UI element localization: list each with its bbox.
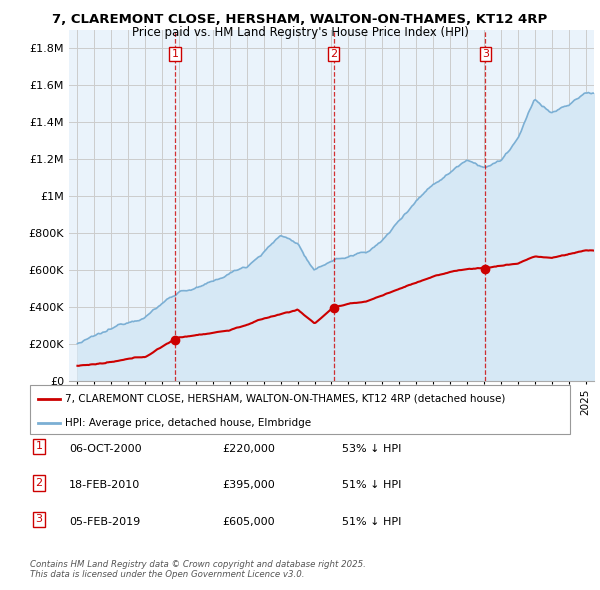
Text: £220,000: £220,000	[222, 444, 275, 454]
Text: 1: 1	[35, 441, 43, 451]
Text: 7, CLAREMONT CLOSE, HERSHAM, WALTON-ON-THAMES, KT12 4RP: 7, CLAREMONT CLOSE, HERSHAM, WALTON-ON-T…	[52, 13, 548, 26]
Text: 51% ↓ HPI: 51% ↓ HPI	[342, 480, 401, 490]
Text: 3: 3	[482, 49, 489, 59]
Text: HPI: Average price, detached house, Elmbridge: HPI: Average price, detached house, Elmb…	[65, 418, 311, 428]
Text: 05-FEB-2019: 05-FEB-2019	[69, 517, 140, 527]
Text: Contains HM Land Registry data © Crown copyright and database right 2025.
This d: Contains HM Land Registry data © Crown c…	[30, 560, 366, 579]
Text: 1: 1	[172, 49, 179, 59]
Text: 3: 3	[35, 514, 43, 525]
Text: 2: 2	[35, 478, 43, 488]
Text: 18-FEB-2010: 18-FEB-2010	[69, 480, 140, 490]
Text: 7, CLAREMONT CLOSE, HERSHAM, WALTON-ON-THAMES, KT12 4RP (detached house): 7, CLAREMONT CLOSE, HERSHAM, WALTON-ON-T…	[65, 394, 505, 404]
Text: £395,000: £395,000	[222, 480, 275, 490]
Text: Price paid vs. HM Land Registry's House Price Index (HPI): Price paid vs. HM Land Registry's House …	[131, 26, 469, 39]
Text: 06-OCT-2000: 06-OCT-2000	[69, 444, 142, 454]
FancyBboxPatch shape	[30, 385, 570, 434]
Text: 53% ↓ HPI: 53% ↓ HPI	[342, 444, 401, 454]
Text: 2: 2	[330, 49, 337, 59]
Text: 51% ↓ HPI: 51% ↓ HPI	[342, 517, 401, 527]
Text: £605,000: £605,000	[222, 517, 275, 527]
